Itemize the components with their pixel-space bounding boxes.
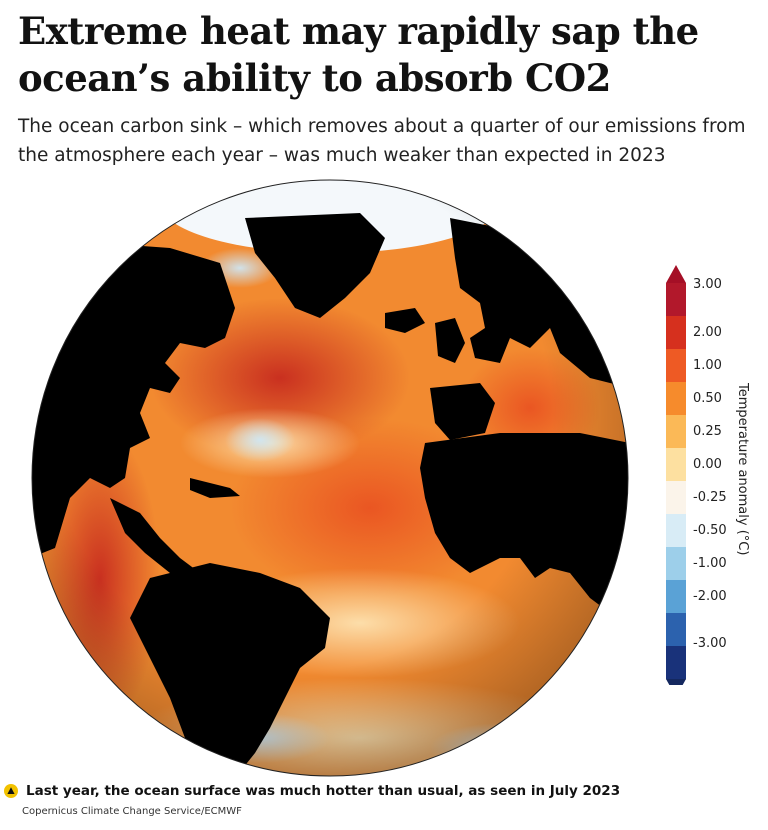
legend-title: Temperature anomaly (°C) (735, 383, 750, 556)
legend-tick-label: -0.50 (693, 522, 727, 538)
legend-swatch (666, 448, 686, 482)
legend-tick-label: -2.00 (693, 588, 727, 604)
legend-swatch (666, 646, 686, 680)
map-figure: 3.00 2.00 1.00 0.50 0.25 0.00 -0.25 -0.50 -1.00 -… (0, 170, 768, 777)
legend-swatch (666, 382, 686, 416)
legend-tick-label: 2.00 (693, 324, 722, 340)
legend-swatch (666, 349, 686, 383)
color-legend: 3.00 2.00 1.00 0.50 0.25 0.00 -0.25 -0.50 -1.00 -… (660, 265, 768, 685)
legend-tick-label: 0.00 (693, 456, 722, 472)
legend-bottom-arrow (666, 679, 686, 685)
image-credit: Copernicus Climate Change Service/ECMWF (22, 806, 242, 817)
legend-tick-label: 0.50 (693, 390, 722, 406)
headline: Extreme heat may rapidly sap the ocean’s… (18, 9, 699, 100)
legend-tick-label: 1.00 (693, 357, 722, 373)
legend-swatch (666, 316, 686, 350)
legend-tick-label: 0.25 (693, 423, 722, 439)
legend-swatch (666, 481, 686, 515)
legend-swatch (666, 613, 686, 647)
legend-top-arrow (666, 265, 686, 283)
triangle-up-icon (4, 784, 18, 798)
legend-swatch (666, 547, 686, 581)
legend-swatch (666, 415, 686, 449)
legend-color-bar (666, 265, 686, 685)
legend-tick-label: -3.00 (693, 636, 727, 651)
legend-swatch (666, 580, 686, 614)
legend-tick-label: -0.25 (693, 489, 727, 505)
caption-text: Last year, the ocean surface was much ho… (26, 783, 621, 799)
standfirst: The ocean carbon sink – which removes ab… (18, 116, 746, 166)
legend-tick-label: -1.00 (693, 555, 727, 571)
globe-map (31, 179, 629, 777)
caption: Last year, the ocean surface was much ho… (4, 783, 620, 799)
legend-swatch (666, 283, 686, 317)
legend-tick-label: 3.00 (693, 277, 722, 292)
legend-swatch (666, 514, 686, 548)
